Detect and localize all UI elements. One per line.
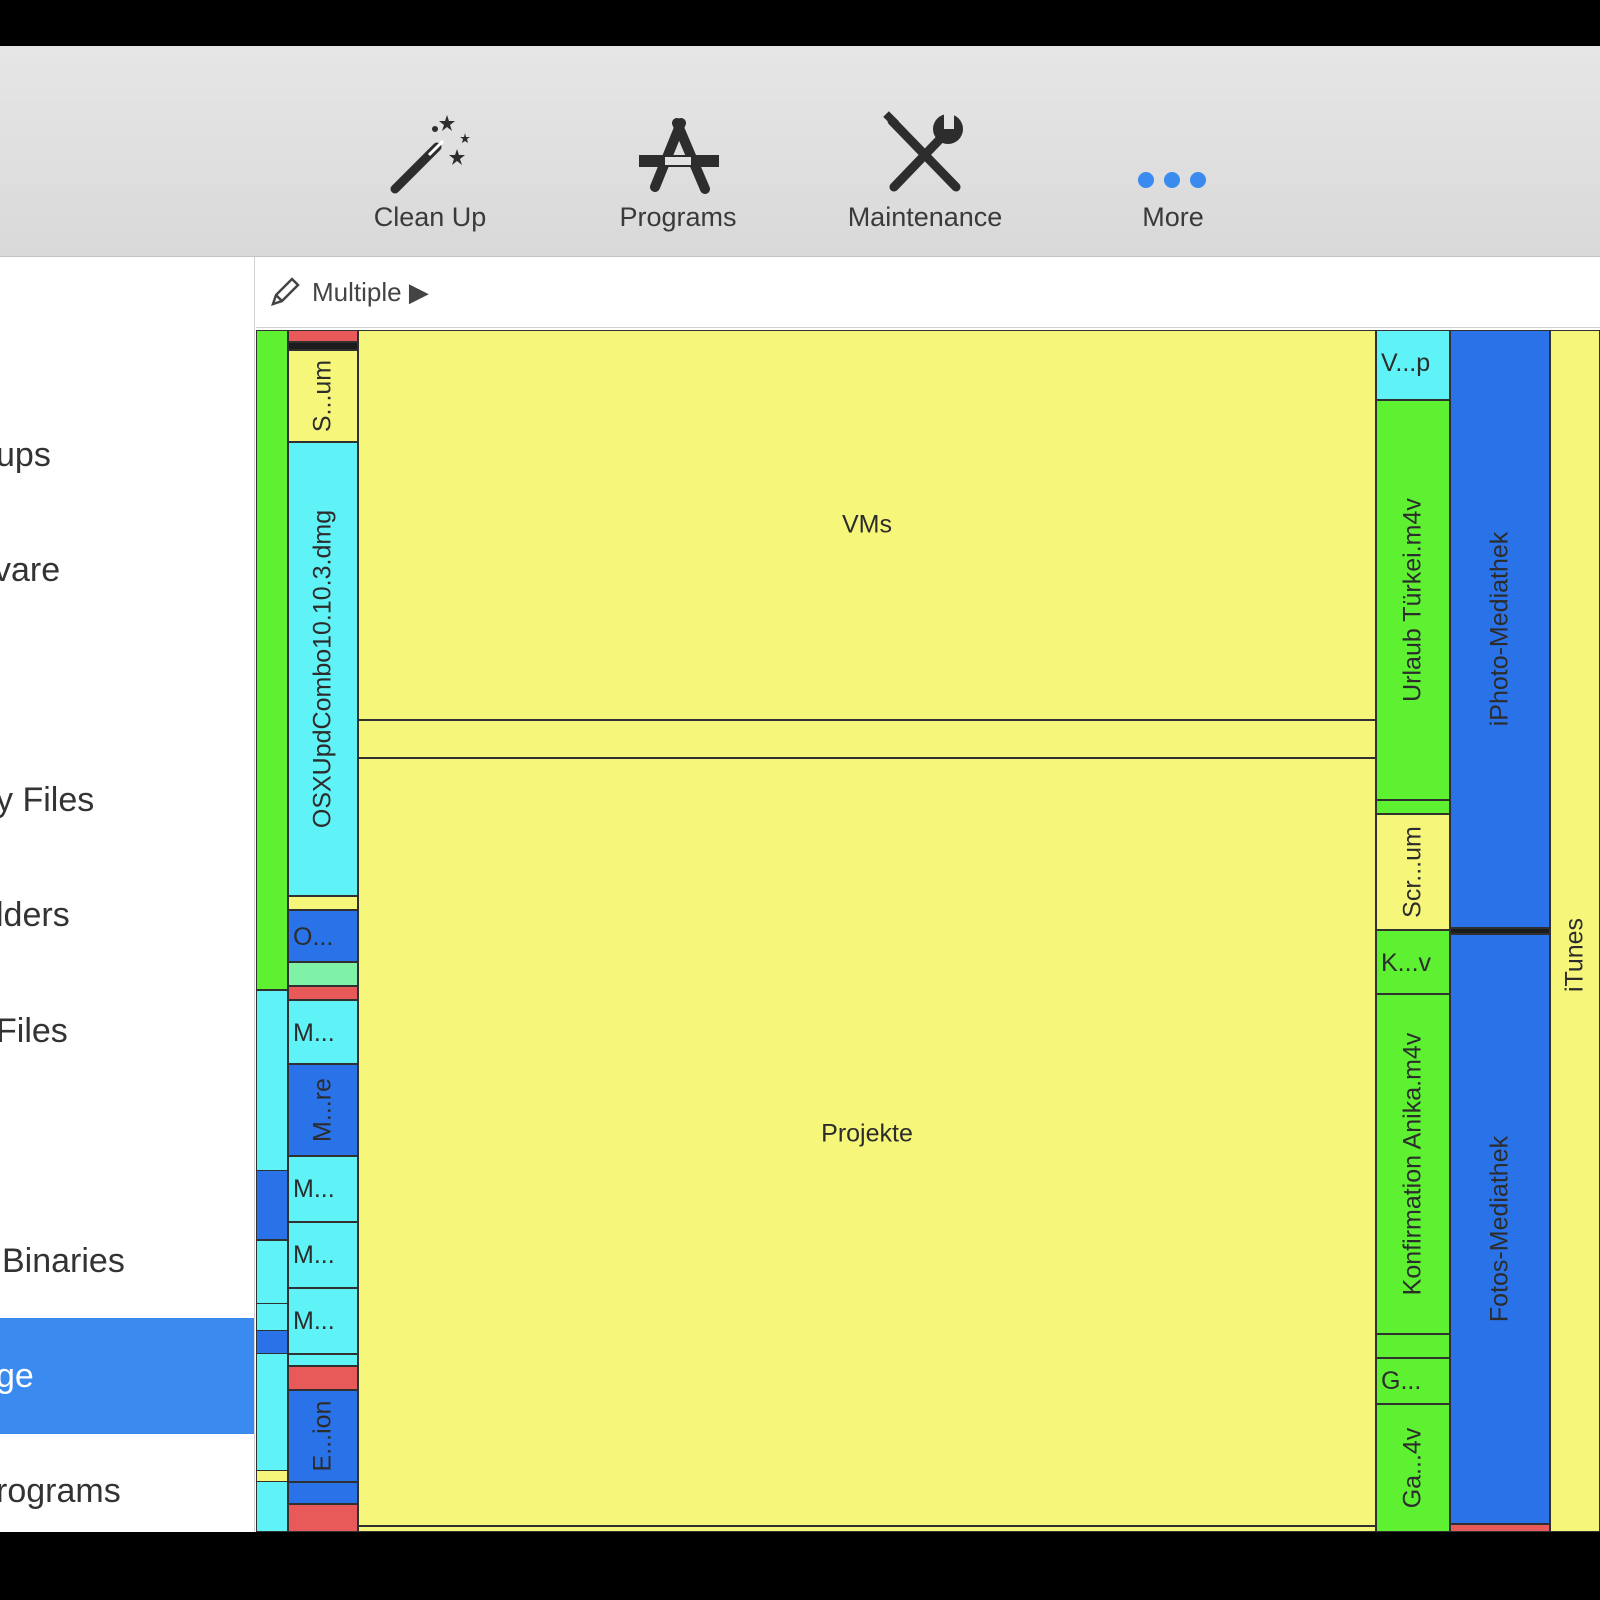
treemap-label: V...p <box>1381 349 1431 377</box>
treemap-label: M... <box>293 1175 335 1203</box>
treemap-cell[interactable] <box>288 1482 358 1504</box>
more-label: More <box>1142 202 1204 232</box>
treemap-label: Fotos-Mediathek <box>1485 1135 1514 1323</box>
treemap-cell-e-ion[interactable]: E...ion <box>288 1390 358 1482</box>
sidebar-item-label: ups <box>0 436 51 474</box>
treemap-label: Scr...um <box>1398 826 1427 918</box>
treemap-cell-v-p[interactable]: V...p <box>1376 330 1450 400</box>
treemap-cell-vms[interactable]: VMs <box>358 330 1376 720</box>
treemap-cell[interactable] <box>288 1366 358 1390</box>
treemap-cell[interactable] <box>358 1526 1376 1532</box>
treemap-label: Konfirmation Anika.m4v <box>1398 1032 1427 1296</box>
sidebar-item-software[interactable]: vare <box>0 512 254 628</box>
path-bar: Multiple ▶ <box>256 257 1600 328</box>
app-store-icon <box>639 118 719 194</box>
treemap-label: E...ion <box>308 1400 337 1472</box>
treemap: S...um OSXUpdCombo10.10.3.dmg O... M... … <box>256 330 1600 1532</box>
treemap-cell[interactable] <box>256 1240 288 1304</box>
treemap-cell[interactable] <box>1376 1334 1450 1358</box>
sidebar-item-label: y Files <box>0 781 95 819</box>
treemap-cell-m4[interactable]: M... <box>288 1288 358 1354</box>
treemap-cell[interactable] <box>358 720 1376 758</box>
sidebar-item-label: Files <box>0 1012 68 1050</box>
treemap-label: iPhoto-Mediathek <box>1485 531 1514 727</box>
treemap-cell[interactable] <box>288 1504 358 1532</box>
treemap-label: G... <box>1381 1367 1422 1395</box>
maintenance-button[interactable]: Maintenance <box>830 111 1020 241</box>
treemap-label: iTunes <box>1560 917 1589 993</box>
treemap-cell-g[interactable]: G... <box>1376 1358 1450 1404</box>
sidebar: ups vare y Files lders Files Binaries ge… <box>0 257 255 1532</box>
treemap-cell-fotos[interactable]: Fotos-Mediathek <box>1450 934 1550 1524</box>
programs-button[interactable]: Programs <box>583 111 773 241</box>
treemap-cell-osxupdcombo[interactable]: OSXUpdCombo10.10.3.dmg <box>288 442 358 896</box>
treemap-cell-scr-um[interactable]: Scr...um <box>1376 814 1450 930</box>
sidebar-item-label: ge <box>0 1357 34 1395</box>
treemap-label: M... <box>293 1241 335 1269</box>
treemap-cell-m2[interactable]: M... <box>288 1156 358 1222</box>
treemap-label: M...re <box>308 1078 337 1142</box>
treemap-cell[interactable] <box>288 330 358 342</box>
path-crumb-multiple[interactable]: Multiple ▶ <box>312 277 429 307</box>
treemap-cell-s-um[interactable]: S...um <box>288 350 358 442</box>
app-window: Clean Up Programs Maintenance <box>0 46 1600 1532</box>
treemap-label: OSXUpdCombo10.10.3.dmg <box>308 509 337 829</box>
treemap-cell-urlaub[interactable]: Urlaub Türkei.m4v <box>1376 400 1450 800</box>
toolbar: Clean Up Programs Maintenance <box>0 46 1600 257</box>
wrench-screwdriver-icon <box>883 111 963 192</box>
treemap-cell[interactable] <box>256 1330 288 1354</box>
treemap-label: S...um <box>308 359 337 433</box>
sidebar-item-backups[interactable]: ups <box>0 397 254 513</box>
treemap-cell-m-re[interactable]: M...re <box>288 1064 358 1156</box>
treemap-cell[interactable] <box>288 1354 358 1366</box>
treemap-label: K...v <box>1381 949 1432 977</box>
treemap-cell[interactable] <box>256 1470 288 1482</box>
treemap-cell[interactable] <box>1450 1524 1550 1532</box>
treemap-cell[interactable] <box>256 330 288 990</box>
sidebar-item-label: lders <box>0 896 70 934</box>
sidebar-item-temporary-files[interactable]: y Files <box>0 742 254 858</box>
sidebar-item-folders[interactable]: lders <box>0 857 254 973</box>
sidebar-item-label: rograms <box>0 1472 121 1510</box>
treemap-label: Ga...4v <box>1398 1427 1427 1509</box>
treemap-cell-ga-4v[interactable]: Ga...4v <box>1376 1404 1450 1532</box>
treemap-cell[interactable] <box>1376 800 1450 814</box>
treemap-label: VMs <box>842 510 892 539</box>
treemap-cell-iphoto[interactable]: iPhoto-Mediathek <box>1450 330 1550 928</box>
treemap-cell[interactable] <box>1450 928 1550 934</box>
treemap-label: Projekte <box>821 1119 913 1148</box>
treemap-cell-o[interactable]: O... <box>288 910 358 962</box>
ellipsis-icon <box>1138 172 1206 188</box>
treemap-label: M... <box>293 1019 335 1047</box>
sidebar-item-files[interactable]: Files <box>0 973 254 1089</box>
treemap-cell[interactable] <box>288 896 358 910</box>
sidebar-item-label: vare <box>0 551 61 589</box>
treemap-cell-m1[interactable]: M... <box>288 1000 358 1064</box>
sidebar-item-storage[interactable]: ge <box>0 1318 254 1434</box>
treemap-cell-itunes[interactable]: iTunes <box>1550 330 1600 1532</box>
treemap-cell-k-v[interactable]: K...v <box>1376 930 1450 994</box>
treemap-label: M... <box>293 1307 335 1335</box>
treemap-label: Urlaub Türkei.m4v <box>1398 498 1427 702</box>
clean-up-label: Clean Up <box>373 202 487 232</box>
treemap-cell-m3[interactable]: M... <box>288 1222 358 1288</box>
magic-wand-icon <box>390 115 470 194</box>
sidebar-item-programs[interactable]: rograms <box>0 1433 254 1532</box>
treemap-cell[interactable] <box>256 1170 288 1240</box>
pencil-icon <box>271 277 300 306</box>
treemap-cell[interactable] <box>288 986 358 1000</box>
sidebar-item-label: Binaries <box>2 1242 125 1280</box>
treemap-cell[interactable] <box>288 342 358 350</box>
more-button[interactable]: More <box>1078 111 1268 241</box>
maintenance-label: Maintenance <box>847 202 1003 232</box>
programs-label: Programs <box>619 202 737 232</box>
clean-up-button[interactable]: Clean Up <box>335 111 525 241</box>
treemap-cell[interactable] <box>288 962 358 986</box>
treemap-cell-projekte[interactable]: Projekte <box>358 758 1376 1526</box>
treemap-label: O... <box>293 923 334 951</box>
treemap-cell-konfirmation[interactable]: Konfirmation Anika.m4v <box>1376 994 1450 1334</box>
sidebar-item-binaries[interactable]: Binaries <box>0 1203 254 1319</box>
